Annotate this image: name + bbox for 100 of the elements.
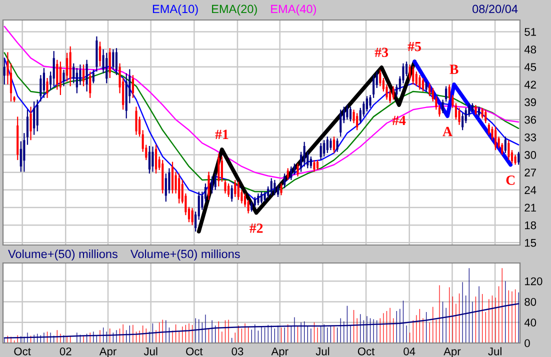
candlestick (379, 69, 382, 87)
candlestick (40, 74, 42, 102)
candlestick (237, 181, 240, 200)
candlestick (211, 176, 214, 194)
text: EMA(10) (152, 4, 198, 16)
text: Volume+(50) millions (130, 249, 240, 260)
candlestick (56, 59, 58, 90)
candlestick (340, 109, 342, 138)
candlestick (42, 67, 45, 98)
candlestick (428, 82, 431, 97)
y-tick-label: 42 (524, 80, 536, 88)
y-tick-label: 18 (525, 221, 536, 230)
candlestick (474, 104, 477, 116)
annotation: C (506, 176, 515, 185)
line-series (196, 60, 416, 234)
candlestick (66, 52, 68, 82)
candlestick (518, 151, 520, 166)
candlestick (336, 138, 338, 152)
candlestick (514, 154, 516, 166)
candlestick (276, 184, 280, 198)
candlestick (462, 112, 464, 131)
y-tick-label: 21 (524, 204, 536, 212)
candlestick (234, 179, 236, 198)
candlestick (247, 199, 250, 214)
x-tick-label: 03 (232, 347, 244, 356)
text: EMA(20) (212, 4, 257, 16)
candlestick (115, 48, 118, 76)
candlestick (316, 159, 319, 171)
candlestick (218, 153, 220, 187)
candlestick (26, 109, 29, 146)
line-series (412, 60, 513, 167)
y-tick-label: 48 (524, 46, 536, 54)
candlestick (332, 136, 336, 154)
y-tick-label: 39 (524, 98, 536, 106)
candlestick (3, 58, 6, 86)
y-tick-label: 24 (524, 186, 536, 194)
candlestick (422, 77, 424, 92)
y-tick-label: 51 (524, 28, 536, 36)
candlestick (257, 192, 260, 206)
candlestick (408, 64, 411, 80)
candlestick (72, 62, 75, 84)
y-tick-label: 30 (524, 151, 536, 159)
candlestick (106, 52, 108, 84)
candlestick (442, 99, 444, 114)
y-tick-label: 45 (524, 63, 536, 72)
candlestick (92, 69, 94, 84)
candlestick (36, 99, 38, 132)
x-tick-label: 04 (404, 347, 416, 356)
y-tick-label: 40 (524, 318, 536, 326)
text: 08/20/04 (472, 4, 518, 14)
y-tick-label: 15 (525, 239, 536, 247)
candlestick (392, 86, 394, 100)
candlestick (478, 106, 480, 118)
candlestick (284, 172, 286, 189)
candlestick (214, 172, 216, 190)
candlestick (320, 142, 322, 161)
candlestick (33, 100, 36, 136)
x-tick-label: Oct (14, 347, 31, 356)
candlestick (260, 191, 263, 204)
candlestick (366, 96, 368, 112)
candlestick (228, 182, 230, 198)
y-tick-label: 33 (524, 133, 536, 142)
x-tick-label: 02 (60, 347, 72, 356)
y-tick-label: 36 (524, 116, 536, 124)
candlestick (303, 141, 306, 168)
candlestick (438, 104, 441, 118)
x-tick-label: Oct (358, 347, 375, 356)
candlestick (154, 144, 158, 174)
candlestick (356, 112, 358, 131)
candlestick (132, 74, 134, 98)
candlestick (86, 59, 88, 92)
candlestick (330, 138, 332, 151)
candlestick (148, 145, 150, 174)
candlestick (23, 132, 26, 172)
candlestick (445, 86, 448, 102)
candlestick (323, 140, 326, 158)
candlestick (98, 41, 102, 67)
y-tick-label: 27 (524, 168, 536, 176)
candlestick (504, 136, 506, 154)
annotation: #4 (392, 116, 406, 125)
x-tick-label: Oct (186, 347, 203, 356)
text: EMA(40) (271, 4, 316, 16)
candlestick (108, 48, 111, 79)
candlestick (313, 159, 316, 172)
candlestick (230, 184, 233, 202)
candlestick (171, 161, 174, 194)
candlestick (484, 109, 487, 124)
candlestick (296, 163, 299, 177)
candlestick (418, 74, 421, 90)
candlestick (286, 168, 289, 181)
candlestick (178, 172, 180, 204)
annotation: B (450, 64, 458, 74)
candlestick (280, 182, 282, 196)
candlestick (244, 192, 246, 208)
candlestick (464, 107, 467, 124)
candlestick (46, 77, 48, 98)
y-tick-label: 80 (524, 298, 536, 306)
candlestick (508, 140, 510, 161)
candlestick (270, 178, 272, 196)
x-tick-label: Jul (316, 347, 330, 356)
